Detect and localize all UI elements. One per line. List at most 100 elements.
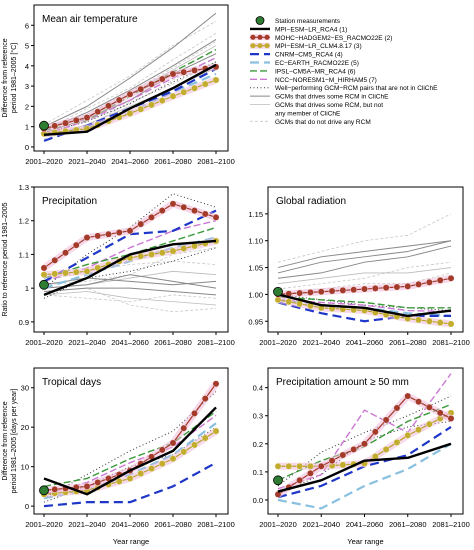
series-marker-s2 bbox=[51, 122, 59, 130]
y-tick-label: 0.4 bbox=[253, 384, 263, 393]
y-tick-label: 4 bbox=[25, 62, 29, 71]
series-line-well bbox=[277, 395, 452, 487]
y-tick-label: 1.2 bbox=[19, 217, 29, 226]
series-marker-s3 bbox=[158, 460, 166, 468]
series-marker-s2 bbox=[158, 446, 166, 454]
series-marker-s3 bbox=[137, 252, 145, 260]
legend-swatch-marker bbox=[250, 43, 256, 49]
x-tick-label: 2041–2060 bbox=[111, 338, 149, 347]
series-marker-s2 bbox=[447, 415, 455, 422]
series-marker-s2 bbox=[382, 416, 390, 424]
series-marker-s3 bbox=[191, 441, 198, 449]
series-marker-s2 bbox=[307, 288, 314, 296]
legend-entry: Well−performing GCM−RCM pairs that are n… bbox=[275, 85, 438, 92]
series-marker-s2 bbox=[169, 439, 177, 447]
y-tick-label: 0 bbox=[25, 143, 29, 152]
series-marker-s2 bbox=[307, 469, 314, 477]
series-marker-s3 bbox=[169, 455, 177, 463]
x-tick-label: 2081–2100 bbox=[197, 157, 235, 166]
x-tick-label: 2021–2040 bbox=[302, 338, 340, 347]
series-line-s4 bbox=[277, 301, 451, 323]
series-marker-s2 bbox=[393, 404, 401, 412]
x-tick-label: 2061–2080 bbox=[389, 338, 427, 347]
series-marker-s2 bbox=[137, 220, 145, 228]
station-point bbox=[39, 120, 49, 131]
panel-title: Precipitation bbox=[42, 196, 97, 207]
series-marker-s2 bbox=[436, 276, 444, 284]
series-marker-s3 bbox=[148, 465, 155, 473]
series-marker-s3 bbox=[447, 320, 455, 328]
legend-swatch-marker bbox=[257, 43, 263, 49]
series-marker-s2 bbox=[350, 286, 358, 294]
series-line-gcmC bbox=[43, 294, 217, 303]
series-line-gcmC bbox=[43, 20, 217, 125]
panel-tropical-days: 0 10 20 30 2001–2020 2021–2040 2041–2060 2061–2… bbox=[2, 367, 235, 546]
panel-precipitation: 0.9 1 1.1 1.2 1.3 2001–2020 2021–2040 2041–2060… bbox=[2, 183, 235, 347]
series-line-gcmC bbox=[43, 61, 217, 140]
series-marker-s3 bbox=[40, 271, 48, 279]
series-line-gcmA bbox=[43, 12, 217, 128]
series-marker-s2 bbox=[415, 280, 422, 288]
series-marker-s3 bbox=[180, 448, 188, 456]
series-marker-s2 bbox=[317, 288, 325, 296]
series-marker-s3 bbox=[425, 420, 433, 428]
legend-swatch bbox=[255, 16, 265, 25]
series-marker-s2 bbox=[72, 241, 80, 249]
y-tick-label: 1.05 bbox=[248, 264, 263, 273]
series-marker-s2 bbox=[191, 66, 198, 74]
x-axis-label: Year range bbox=[113, 537, 149, 546]
series-line-s1 bbox=[43, 63, 217, 136]
legend-entry: NCC−NORESM1−M_HIRHAM5 (7) bbox=[275, 77, 377, 84]
series-marker-s2 bbox=[404, 282, 412, 290]
series-marker-s3 bbox=[285, 298, 293, 306]
series-line-gcmC bbox=[43, 287, 217, 313]
y-axis-label: Ratio to reference period 1981–2005 bbox=[2, 202, 9, 316]
x-tick-label: 2021–2040 bbox=[68, 520, 106, 529]
y-tick-label: 1 bbox=[25, 284, 29, 293]
panel-title: Global radiation bbox=[276, 196, 346, 207]
series-line-gcmC bbox=[277, 272, 452, 295]
series-marker-s3 bbox=[436, 319, 444, 327]
x-tick-label: 2001–2020 bbox=[259, 520, 297, 529]
series-line-gcmA bbox=[277, 245, 452, 279]
series-marker-s2 bbox=[191, 207, 198, 215]
y-tick-label: 0.1 bbox=[253, 468, 263, 477]
series-marker-s2 bbox=[83, 234, 91, 241]
series-line-gcmA bbox=[277, 240, 452, 269]
series-marker-s2 bbox=[371, 284, 379, 292]
series-marker-s3 bbox=[158, 249, 166, 257]
series-marker-s3 bbox=[296, 462, 304, 470]
series-marker-s2 bbox=[51, 256, 59, 264]
legend-entry: GCMs that drives some RCM in CliChE bbox=[275, 94, 389, 101]
y-tick-label: 0.9 bbox=[19, 318, 29, 327]
y-tick-label: 0.95 bbox=[248, 317, 263, 326]
station-point bbox=[273, 475, 283, 486]
y-tick-label: 0.2 bbox=[253, 440, 263, 449]
station-point bbox=[39, 485, 49, 496]
series-marker-s2 bbox=[317, 462, 325, 470]
y-tick-label: 1.10 bbox=[248, 237, 263, 246]
x-tick-label: 2041–2060 bbox=[346, 520, 384, 529]
series-marker-s2 bbox=[72, 116, 80, 124]
panel-mean-air-temperature: 0 1 2 3 4 5 6 2001–2020 2021–2040 2041–2060 2061–2… bbox=[2, 4, 235, 166]
panel-precipitation-amount-50mm: 0.0 0.1 0.2 0.3 0.4 2001–2020 2021–2040 2041–20… bbox=[253, 367, 470, 546]
series-marker-s3 bbox=[274, 462, 282, 470]
series-line-s6 bbox=[43, 410, 217, 488]
series-marker-s3 bbox=[148, 251, 155, 258]
legend-swatch-marker bbox=[257, 34, 263, 40]
series-marker-s2 bbox=[62, 249, 69, 257]
series-line-gcmA bbox=[43, 287, 217, 296]
series-marker-s3 bbox=[126, 475, 134, 482]
series-marker-s2 bbox=[94, 479, 102, 486]
y-tick-label: 1.15 bbox=[248, 210, 263, 219]
series-marker-s2 bbox=[201, 210, 209, 218]
x-tick-label: 2021–2040 bbox=[68, 338, 106, 347]
x-axis-label: Year range bbox=[347, 537, 383, 546]
series-marker-s2 bbox=[148, 80, 155, 88]
series-marker-s3 bbox=[415, 316, 422, 324]
series-marker-s2 bbox=[350, 446, 358, 453]
series-line-s1 bbox=[277, 293, 452, 318]
legend-entry: MPI−ESM−LR_RCA4 (1) bbox=[275, 26, 347, 33]
